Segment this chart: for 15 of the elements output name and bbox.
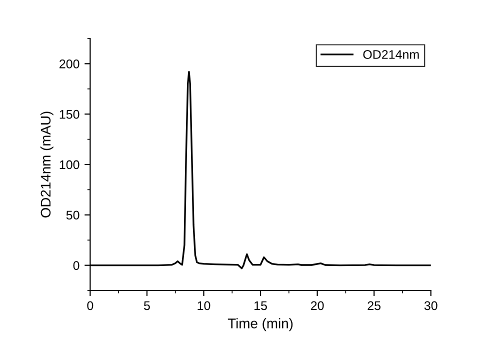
x-tick-label: 20 [310,301,324,310]
x-tick-label: 30 [424,301,438,310]
x-tick-label: 15 [254,301,267,310]
legend-label: OD214nm [363,50,419,59]
y-tick-label: 50 [66,210,80,220]
x-axis-title: Time (min) [228,318,293,332]
x-tick-label: 5 [144,301,150,310]
x-tick-label: 10 [198,301,210,310]
y-axis-title: OD214nm (mAU) [40,112,54,218]
x-tick-label: 25 [368,301,381,310]
y-tick-label: 200 [60,60,80,68]
y-tick-label: 100 [60,160,80,170]
y-tick-label: 150 [60,110,80,119]
x-tick-label: 0 [87,301,94,310]
y-tick-label: 0 [73,261,80,270]
